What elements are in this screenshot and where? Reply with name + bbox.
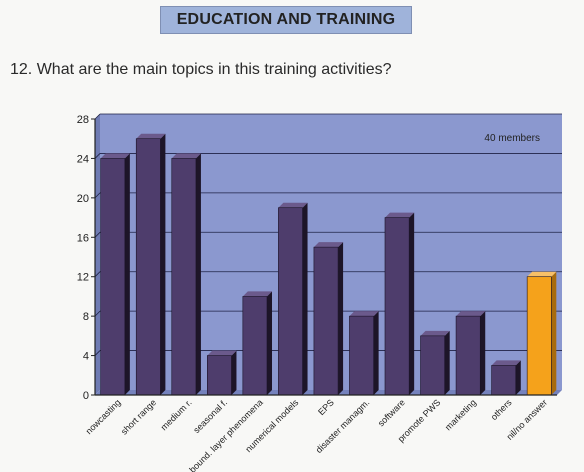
bar-group — [491, 360, 521, 396]
bar-top — [207, 350, 237, 356]
x-tick-label: EPS — [316, 397, 336, 417]
bar-group — [171, 153, 201, 396]
y-tick-label: 20 — [77, 193, 89, 205]
y-tick-label: 4 — [83, 351, 89, 363]
bar-top — [420, 330, 450, 336]
gridline-side — [94, 350, 101, 356]
bar-top — [491, 360, 521, 366]
x-tick-label: software — [376, 397, 407, 428]
y-tick-label: 8 — [83, 311, 89, 323]
bar-group — [313, 242, 344, 396]
bar-group — [100, 153, 130, 396]
bar-top — [136, 133, 166, 139]
bar-group — [349, 311, 379, 396]
bar-side — [231, 350, 237, 395]
bar-group — [384, 212, 415, 396]
gridline-side — [94, 113, 101, 120]
bar — [420, 335, 445, 396]
bar-top — [242, 291, 273, 297]
gridline-side — [94, 232, 101, 238]
bar — [171, 158, 197, 396]
bar — [491, 365, 517, 396]
bar — [526, 276, 552, 396]
bar — [349, 315, 374, 396]
bar-side — [302, 202, 308, 395]
plot-side-wall — [95, 114, 100, 395]
bar-top — [349, 311, 379, 317]
bar-top — [100, 153, 130, 159]
bar-side — [124, 153, 130, 395]
y-tick-label: 28 — [77, 114, 89, 126]
bar-group — [420, 330, 450, 396]
x-tick-label: short range — [119, 397, 158, 436]
bar-side — [195, 153, 201, 395]
gridline-side — [94, 192, 101, 199]
bar — [100, 158, 126, 396]
bar-side — [515, 360, 521, 395]
question-text: 12. What are the main topics in this tra… — [10, 61, 392, 78]
bar-side — [480, 311, 486, 395]
section-title: EDUCATION AND TRAINING — [176, 11, 396, 28]
bar-top — [278, 202, 308, 208]
bar-group — [455, 311, 486, 396]
gridline-side — [94, 271, 101, 277]
bar-side — [373, 311, 379, 395]
bar-group — [207, 350, 237, 396]
bar-side — [551, 271, 557, 395]
bar — [207, 355, 232, 396]
bar-side — [444, 330, 450, 395]
gridline-side — [94, 310, 101, 317]
bar-group — [135, 133, 166, 396]
bar-group — [242, 291, 273, 396]
x-tick-label: others — [489, 397, 514, 422]
bar-top — [384, 212, 415, 218]
bar — [384, 217, 410, 396]
x-tick-label: nowcasting — [84, 397, 123, 436]
bar-group — [526, 271, 557, 396]
bar-top — [171, 153, 201, 159]
y-tick-label: 24 — [77, 153, 89, 165]
bar — [455, 315, 481, 396]
y-tick-label: 12 — [77, 272, 89, 284]
bar-side — [160, 133, 166, 395]
x-tick-label: marketing — [443, 397, 478, 432]
bar-top — [313, 242, 344, 248]
bar — [135, 138, 161, 396]
y-tick-label: 0 — [83, 390, 89, 402]
bar-top — [456, 311, 486, 317]
bar — [278, 207, 303, 396]
bar-group — [278, 202, 308, 396]
bar-side — [267, 291, 273, 395]
y-tick-label: 16 — [77, 232, 89, 244]
x-tick-label: seasonal f. — [191, 397, 229, 435]
bars — [100, 133, 557, 396]
bar-side — [338, 242, 344, 395]
bar — [242, 296, 268, 396]
section-header: EDUCATION AND TRAINING — [160, 6, 412, 34]
gridline-side — [94, 153, 101, 159]
axes — [91, 118, 557, 396]
member-count-annotation: 40 members — [484, 133, 540, 144]
x-tick-label: medium r. — [159, 397, 194, 432]
bar-side — [409, 212, 415, 395]
bar — [313, 246, 339, 396]
bar-top — [527, 271, 557, 277]
